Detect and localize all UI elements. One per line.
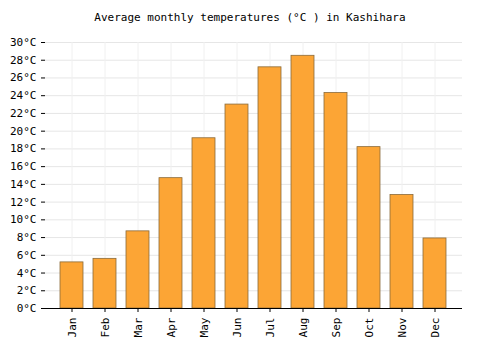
html-text:Average monthly temperatures (: Average monthly temperatures (°C ) in Ka… [94,11,406,24]
svg-text:Dec: Dec [429,318,442,338]
svg-text:0°C: 0°C [17,302,37,315]
svg-text:26°C: 26°C [10,71,37,84]
svg-text:Mar: Mar [132,317,145,337]
svg-text:Jun: Jun [231,318,244,338]
svg-text:Jul: Jul [264,318,277,338]
svg-text:Feb: Feb [99,318,112,338]
svg-text:30°C: 30°C [10,36,37,49]
svg-text:Oct: Oct [363,318,376,338]
svg-text:6°C: 6°C [17,249,37,262]
svg-text:24°C: 24°C [10,89,37,102]
svg-text:Nov: Nov [396,317,409,337]
svg-text:18°C: 18°C [10,142,37,155]
svg-text:20°C: 20°C [10,125,37,138]
svg-text:8°C: 8°C [17,231,37,244]
svg-text:May: May [198,317,211,337]
svg-text:16°C: 16°C [10,160,37,173]
svg-text:22°C: 22°C [10,107,37,120]
svg-text:Aug: Aug [297,318,310,338]
svg-text:10°C: 10°C [10,213,37,226]
svg-text:28°C: 28°C [10,54,37,67]
svg-text:Sep: Sep [330,318,343,338]
svg-text:4°C: 4°C [17,267,37,280]
svg-text:2°C: 2°C [17,284,37,297]
svg-text:Jan: Jan [66,318,79,338]
svg-text:12°C: 12°C [10,196,37,209]
svg-text:14°C: 14°C [10,178,37,191]
svg-text:Apr: Apr [165,317,178,337]
